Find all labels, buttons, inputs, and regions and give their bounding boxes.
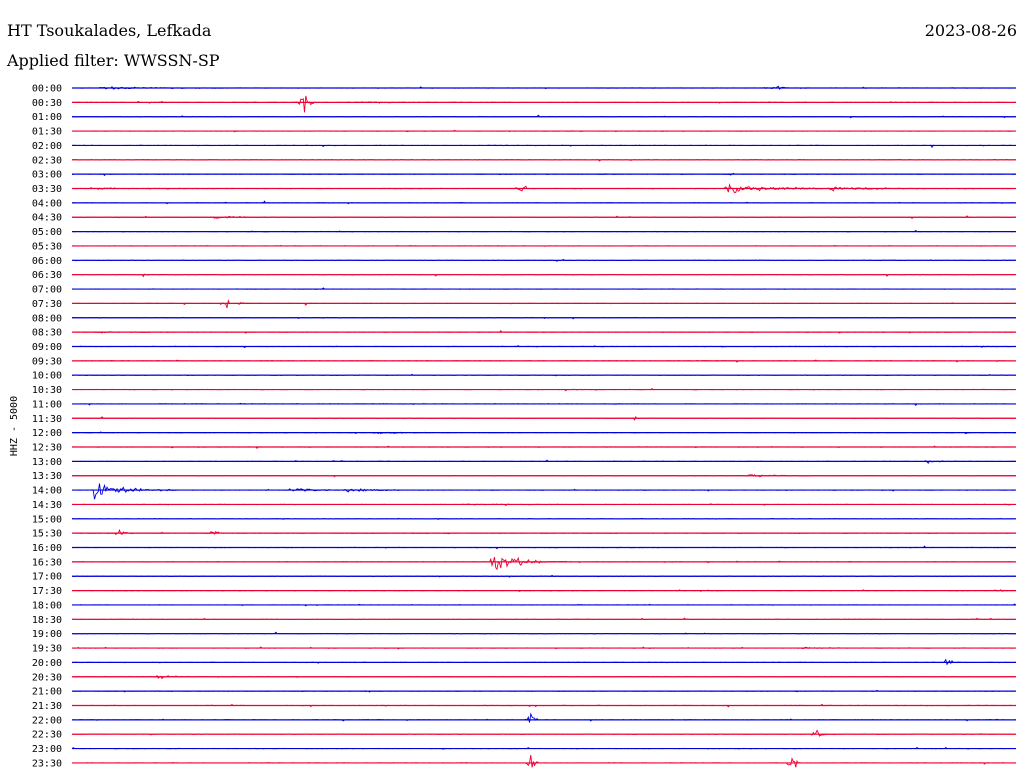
row-time-label: 08:30 [32, 328, 62, 339]
row-time-label: 05:00 [32, 227, 62, 238]
row-time-label: 15:30 [32, 529, 62, 540]
chart-date: 2023-08-26 [925, 21, 1017, 40]
row-time-label: 07:00 [32, 285, 62, 296]
trace-row [71, 299, 1016, 309]
row-label-group: 00:00 00:30 01:00 01:30 02:00 02:30 03:00 03:30… [32, 84, 62, 770]
row-time-label: 21:00 [32, 687, 62, 698]
row-time-label: 18:00 [32, 600, 62, 611]
row-time-label: 02:00 [32, 141, 62, 152]
row-time-label: 03:30 [32, 184, 62, 195]
row-time-label: 06:30 [32, 270, 62, 281]
row-time-label: 13:30 [32, 471, 62, 482]
row-time-label: 16:00 [32, 543, 62, 554]
row-time-label: 19:00 [32, 629, 62, 640]
row-time-label: 14:30 [32, 500, 62, 511]
trace-row [71, 729, 1016, 737]
trace-row [71, 712, 1016, 723]
y-axis-label: HHZ - 5000 [9, 396, 20, 456]
row-time-label: 16:30 [32, 557, 62, 568]
row-time-label: 04:00 [32, 198, 62, 209]
row-time-label: 18:30 [32, 615, 62, 626]
row-time-label: 10:30 [32, 385, 62, 396]
row-time-label: 10:00 [32, 371, 62, 382]
row-time-label: 23:30 [32, 758, 62, 769]
row-time-label: 15:00 [32, 514, 62, 525]
row-time-label: 11:00 [32, 399, 62, 410]
trace-group [71, 85, 1017, 768]
row-time-label: 07:30 [32, 299, 62, 310]
row-time-label: 02:30 [32, 155, 62, 166]
row-time-label: 14:00 [32, 486, 62, 497]
row-time-label: 04:30 [32, 213, 62, 224]
row-time-label: 17:30 [32, 586, 62, 597]
row-time-label: 00:30 [32, 98, 62, 109]
row-time-label: 20:30 [32, 672, 62, 683]
trace-row [72, 95, 1016, 113]
filter-label: Applied filter: WWSSN-SP [6, 51, 220, 70]
row-time-label: 17:00 [32, 572, 62, 583]
row-time-label: 03:00 [32, 170, 62, 181]
row-time-label: 13:00 [32, 457, 62, 468]
row-time-label: 23:00 [32, 744, 62, 755]
row-time-label: 21:30 [32, 701, 62, 712]
station-title: HT Tsoukalades, Lefkada [7, 21, 212, 40]
trace-row [72, 754, 1016, 768]
row-time-label: 19:30 [32, 644, 62, 655]
row-time-label: 09:00 [32, 342, 62, 353]
row-time-label: 22:00 [32, 715, 62, 726]
row-time-label: 01:00 [32, 112, 62, 123]
row-time-label: 12:00 [32, 428, 62, 439]
trace-row [71, 483, 1016, 500]
trace-row [71, 528, 1016, 536]
row-time-label: 06:00 [32, 256, 62, 267]
row-time-label: 08:00 [32, 313, 62, 324]
row-time-label: 11:30 [32, 414, 62, 425]
row-time-label: 05:30 [32, 241, 62, 252]
row-time-label: 09:30 [32, 356, 62, 367]
row-time-label: 12:30 [32, 443, 62, 454]
row-time-label: 00:00 [32, 84, 62, 95]
row-time-label: 01:30 [32, 127, 62, 138]
row-time-label: 20:00 [32, 658, 62, 669]
trace-row [71, 556, 1016, 571]
row-time-label: 22:30 [32, 730, 62, 741]
